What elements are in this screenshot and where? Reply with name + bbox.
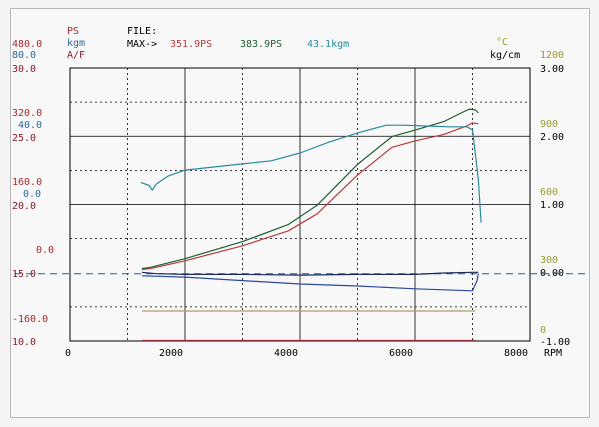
series-line-power-green	[141, 108, 479, 270]
ps-tick-0: 0.0	[36, 245, 54, 256]
temp-tick-900: 900	[540, 119, 558, 130]
rpm-unit-label: RPM	[544, 348, 562, 359]
ps-tick-480: 480.0	[12, 39, 42, 50]
af-unit-label: A/F	[67, 50, 85, 61]
af-tick-20: 20.0	[12, 201, 36, 212]
boost-tick-minus1: -1.00	[540, 337, 570, 348]
series-line-af-navy	[141, 271, 479, 276]
boost-tick-3: 3.00	[540, 64, 564, 75]
af-tick-15: 15.0	[12, 269, 36, 280]
ps-tick-320: 320.0	[12, 108, 42, 119]
max-label: MAX->	[127, 39, 157, 50]
max-power-green: 383.9PS	[240, 39, 282, 50]
boost-unit-label: kg/cm	[490, 50, 520, 61]
series-line-torque	[140, 124, 482, 223]
x-tick-0: 0	[65, 348, 71, 359]
af-tick-25: 25.0	[12, 133, 36, 144]
temp-tick-300: 300	[540, 255, 558, 266]
left-axis-labels: 480.0 80.0 30.0 320.0 40.0 25.0 160.0 0.…	[12, 39, 54, 348]
max-power-red: 351.9PS	[170, 39, 212, 50]
max-torque: 43.1kgm	[307, 39, 349, 50]
temp-unit-label: °C	[496, 37, 508, 48]
ps-tick-160: 160.0	[12, 177, 42, 188]
boost-tick-0: 0.00	[540, 268, 564, 279]
x-tick-4000: 4000	[274, 348, 298, 359]
x-tick-2000: 2000	[159, 348, 183, 359]
temp-tick-0: 0	[540, 325, 546, 336]
temp-tick-1200: 1200	[540, 50, 564, 61]
ps-unit-label: PS	[67, 26, 79, 37]
kgm-tick-0: 0.0	[23, 189, 41, 200]
right-axis-labels: 1200 3.00 900 2.00 600 1.00 300 0.00 0 -…	[540, 50, 570, 348]
af-tick-30: 30.0	[12, 64, 36, 75]
series-line-power-red	[141, 122, 479, 270]
series-line-boost-blue	[141, 273, 479, 292]
boost-tick-2: 2.00	[540, 132, 564, 143]
chart-series	[140, 108, 482, 342]
ps-tick-minus160: -160.0	[12, 314, 48, 325]
kgm-tick-40: 40.0	[18, 120, 42, 131]
kgm-tick-80: 80.0	[12, 50, 36, 61]
boost-tick-1: 1.00	[540, 200, 564, 211]
file-label: FILE:	[127, 26, 157, 37]
af-tick-10: 10.0	[12, 337, 36, 348]
x-tick-6000: 6000	[389, 348, 413, 359]
temp-tick-600: 600	[540, 187, 558, 198]
chart-grid	[14, 67, 585, 342]
x-axis-labels: 0 2000 4000 6000 8000	[65, 348, 528, 359]
kgm-unit-label: kgm	[67, 38, 85, 49]
x-tick-8000: 8000	[504, 348, 528, 359]
